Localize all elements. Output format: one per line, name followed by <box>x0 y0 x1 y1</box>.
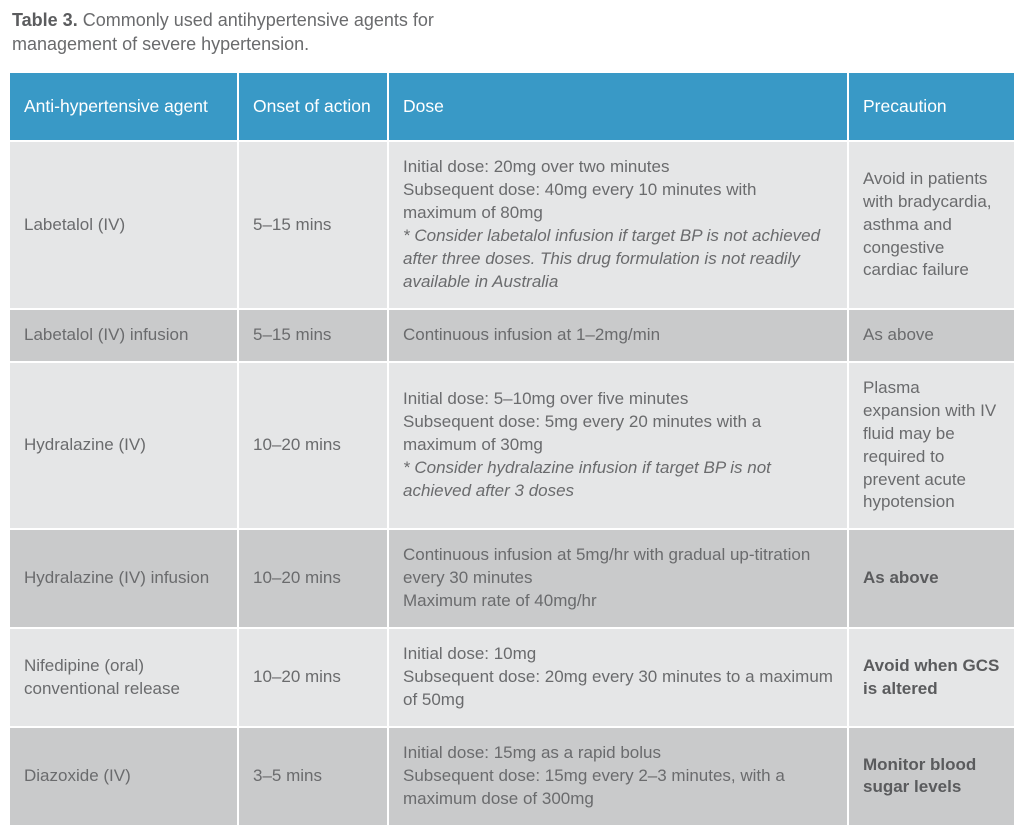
cell-precaution: Plasma expansion with IV fluid may be re… <box>848 362 1014 530</box>
cell-dose: Continuous infusion at 5mg/hr with gradu… <box>388 529 848 628</box>
cell-precaution: Avoid in patients with bradycardia, asth… <box>848 141 1014 309</box>
cell-agent: Hydralazine (IV) infusion <box>10 529 238 628</box>
cell-precaution: Monitor blood sugar levels <box>848 727 1014 825</box>
table-row: Labetalol (IV) infusion5–15 minsContinuo… <box>10 309 1014 362</box>
table-row: Hydralazine (IV)10–20 minsInitial dose: … <box>10 362 1014 530</box>
cell-agent: Nifedipine (oral) conventional release <box>10 628 238 727</box>
dose-note: * Consider hydralazine infusion if targe… <box>403 458 771 500</box>
table-caption: Table 3. Commonly used antihypertensive … <box>12 8 532 57</box>
cell-dose: Initial dose: 15mg as a rapid bolusSubse… <box>388 727 848 825</box>
cell-agent: Diazoxide (IV) <box>10 727 238 825</box>
col-header-dose: Dose <box>388 73 848 142</box>
table-row: Nifedipine (oral) conventional release10… <box>10 628 1014 727</box>
cell-precaution: As above <box>848 529 1014 628</box>
cell-agent: Labetalol (IV) <box>10 141 238 309</box>
cell-onset: 10–20 mins <box>238 628 388 727</box>
cell-dose: Initial dose: 5–10mg over five minutesSu… <box>388 362 848 530</box>
cell-onset: 10–20 mins <box>238 362 388 530</box>
cell-onset: 5–15 mins <box>238 309 388 362</box>
cell-dose: Initial dose: 10mgSubsequent dose: 20mg … <box>388 628 848 727</box>
dose-note: * Consider labetalol infusion if target … <box>403 226 820 291</box>
cell-onset: 5–15 mins <box>238 141 388 309</box>
col-header-agent: Anti-hypertensive agent <box>10 73 238 142</box>
antihypertensive-table: Anti-hypertensive agent Onset of action … <box>10 73 1014 825</box>
caption-lead: Table 3. <box>12 10 78 30</box>
cell-onset: 10–20 mins <box>238 529 388 628</box>
cell-precaution: As above <box>848 309 1014 362</box>
table-header-row: Anti-hypertensive agent Onset of action … <box>10 73 1014 142</box>
cell-dose: Initial dose: 20mg over two minutesSubse… <box>388 141 848 309</box>
table-row: Diazoxide (IV)3–5 minsInitial dose: 15mg… <box>10 727 1014 825</box>
cell-agent: Hydralazine (IV) <box>10 362 238 530</box>
table-row: Labetalol (IV)5–15 minsInitial dose: 20m… <box>10 141 1014 309</box>
table-row: Hydralazine (IV) infusion10–20 minsConti… <box>10 529 1014 628</box>
col-header-precaution: Precaution <box>848 73 1014 142</box>
cell-dose: Continuous infusion at 1–2mg/min <box>388 309 848 362</box>
cell-onset: 3–5 mins <box>238 727 388 825</box>
col-header-onset: Onset of action <box>238 73 388 142</box>
cell-precaution: Avoid when GCS is altered <box>848 628 1014 727</box>
cell-agent: Labetalol (IV) infusion <box>10 309 238 362</box>
